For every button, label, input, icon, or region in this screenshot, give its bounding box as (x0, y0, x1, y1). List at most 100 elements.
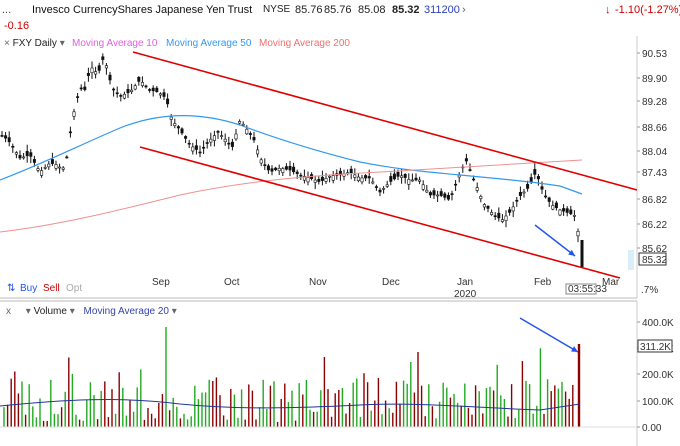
candle-body (252, 137, 256, 141)
candle-body (259, 159, 263, 164)
legend-ma200[interactable]: Moving Average 200 (259, 38, 350, 49)
candle-body (191, 146, 195, 152)
candle-body (486, 205, 490, 209)
month-label: Oct (224, 277, 240, 288)
candle-body (313, 179, 317, 183)
price-tick-label: 85.62 (642, 244, 667, 255)
last-volume-label: 311.2K (640, 342, 671, 353)
candle-body (518, 192, 522, 196)
down-arrow-icon: ↓ (605, 4, 611, 16)
volume-legend: x ▾ Volume ▾ Moving Average 20 ▾ (6, 306, 177, 317)
month-label: Nov (309, 277, 327, 288)
candle-body (292, 166, 296, 173)
candle-body (547, 197, 551, 202)
candle-body (274, 167, 278, 171)
candle-body (119, 95, 123, 97)
volume-dropdown-icon[interactable]: ▾ (25, 306, 31, 317)
candle-body (155, 87, 159, 92)
legend-symbol[interactable]: FXY Daily (12, 38, 57, 49)
price-tick-label: 87.43 (642, 168, 667, 179)
opt-button[interactable]: Opt (66, 283, 83, 294)
candle-body (144, 85, 148, 88)
candle-body (418, 179, 422, 182)
last-volume-box (637, 339, 673, 353)
candle-body (389, 176, 393, 182)
candle-body (382, 188, 386, 190)
last-price: 85.32 (392, 4, 420, 16)
buy-button[interactable]: Buy (20, 283, 38, 294)
close-icon[interactable]: × (4, 38, 10, 49)
candle-body (133, 85, 137, 90)
candle-body (79, 87, 83, 90)
candle-body (36, 168, 40, 171)
candle-body (230, 141, 234, 147)
candle-body (140, 82, 144, 87)
candle-body (565, 208, 569, 213)
candle-body (529, 177, 533, 182)
volume-ma-dropdown-icon[interactable]: ▾ (171, 306, 177, 317)
candle-body (479, 196, 483, 199)
candle-body (475, 187, 479, 191)
volume-label-dropdown-icon[interactable]: ▾ (69, 306, 75, 317)
candle-body (371, 181, 375, 184)
candle-body (317, 178, 321, 182)
price-arrow-head (568, 249, 575, 256)
menu-dots[interactable]: ... (2, 4, 12, 16)
candle-body (18, 155, 22, 159)
ma50-line (0, 115, 583, 195)
volume-arrow-head (571, 346, 578, 352)
candle-body (263, 164, 267, 166)
candle-body (504, 215, 508, 221)
candle-body (43, 167, 47, 169)
volume-ma-label[interactable]: Moving Average 20 (83, 306, 169, 317)
price-tick-label: 90.53 (642, 49, 667, 60)
candle-body (277, 168, 281, 172)
candle-body (234, 133, 238, 140)
candle-body (47, 163, 51, 168)
candle-body (202, 146, 206, 149)
axis-marker (628, 250, 634, 270)
candle-body (432, 190, 436, 196)
chevron-right-icon[interactable]: › (462, 4, 466, 16)
candle-body (162, 92, 166, 97)
candle-body (90, 67, 94, 73)
security-name: Invesco CurrencyShares Japanese Yen Trus… (32, 4, 253, 16)
price-arrow (534, 224, 576, 257)
legend-ma10[interactable]: Moving Average 10 (72, 38, 158, 49)
candle-body (324, 178, 328, 182)
volume-label[interactable]: Volume (33, 306, 67, 317)
candle-body (558, 209, 562, 216)
candle-body (353, 174, 357, 178)
volume-ma20-line (0, 399, 581, 411)
candle-body (515, 199, 519, 202)
candle-body (349, 168, 353, 174)
candle-body (76, 96, 80, 98)
candle-body (295, 171, 299, 174)
legend-ma50[interactable]: Moving Average 50 (166, 38, 252, 49)
candle-body (94, 71, 98, 75)
volume-tick-label: 0.00 (642, 423, 662, 434)
volume-arrow (519, 317, 579, 353)
volume-tick-label: 100.0K (642, 397, 674, 408)
buy-icon[interactable]: ⇅ (7, 283, 16, 294)
exchange: NYSE (263, 4, 291, 15)
candle-body (7, 137, 11, 143)
candle-body (472, 178, 476, 181)
candle-body (187, 142, 191, 145)
change-value: -1.10(-1.27%) (615, 4, 680, 16)
candle-body (306, 177, 310, 183)
chart-legend: × FXY Daily ▾ (4, 38, 65, 49)
candle-body (281, 168, 285, 173)
candle-body (22, 156, 26, 159)
candle-body (212, 135, 216, 141)
dropdown-icon[interactable]: ▾ (59, 38, 65, 49)
sell-button[interactable]: Sell (43, 283, 60, 294)
price-tick-label: 86.82 (642, 195, 667, 206)
candle-body (14, 152, 18, 155)
candle-body (61, 167, 65, 170)
candle-body (266, 165, 270, 171)
candle-body (562, 208, 566, 212)
candle-body (533, 169, 537, 175)
volume-close-icon[interactable]: x (6, 306, 11, 317)
